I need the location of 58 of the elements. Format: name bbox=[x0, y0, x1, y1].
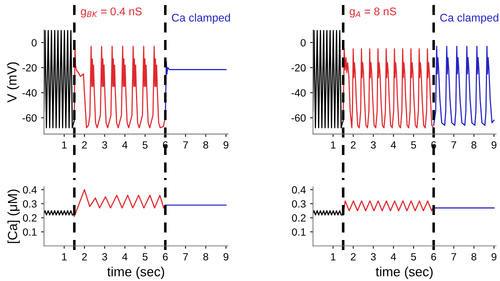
x-tick-label: 5 bbox=[142, 141, 148, 149]
x-tick-label: 3 bbox=[370, 141, 376, 149]
y-tick-label: -40 bbox=[22, 89, 37, 97]
x-tick-label: 1 bbox=[62, 141, 67, 149]
y-tick-label: 0 bbox=[300, 39, 306, 46]
x-tick-label: 8 bbox=[203, 141, 208, 149]
y-tick-label: 0.2 bbox=[22, 214, 37, 222]
x-axis-title: time (sec) bbox=[376, 266, 433, 279]
x-tick-label: 6 bbox=[431, 253, 436, 260]
y-tick-label: -20 bbox=[291, 64, 306, 72]
y-tick-label: 0.4 bbox=[292, 186, 306, 194]
y-tick-label: 0.1 bbox=[292, 228, 306, 236]
x-tick-label: 5 bbox=[142, 253, 148, 260]
x-tick-label: 2 bbox=[82, 253, 87, 260]
x-tick-label: 4 bbox=[122, 253, 128, 260]
y-axis-title: V (mV) bbox=[6, 62, 20, 103]
x-tick-label: 2 bbox=[82, 141, 87, 149]
y-tick-label: -20 bbox=[22, 64, 37, 72]
x-tick-label: 8 bbox=[203, 253, 208, 260]
x-tick-label: 4 bbox=[390, 253, 396, 260]
x-tick-label: 7 bbox=[183, 253, 188, 260]
x-tick-label: 2 bbox=[350, 141, 356, 149]
x-tick-label: 7 bbox=[451, 253, 456, 260]
x-axis-title: time (sec) bbox=[107, 266, 164, 279]
x-tick-label: 6 bbox=[162, 253, 168, 260]
x-tick-label: 5 bbox=[411, 253, 416, 260]
y-tick-label: 0.3 bbox=[22, 200, 37, 208]
y-tick-label: -60 bbox=[291, 114, 306, 122]
y-axis-title: [Ca] (μM) bbox=[8, 190, 20, 244]
y-tick-label: 0.2 bbox=[292, 214, 306, 222]
x-tick-label: 7 bbox=[183, 141, 188, 149]
y-tick-label: -40 bbox=[291, 89, 306, 97]
y-tick-label: 0.1 bbox=[22, 228, 37, 236]
x-tick-label: 5 bbox=[411, 141, 416, 149]
x-tick-label: 1 bbox=[331, 141, 336, 149]
x-tick-label: 3 bbox=[102, 141, 108, 149]
text: g$_{A}$ = 8 nS bbox=[350, 7, 396, 18]
text: Ca clamped bbox=[440, 13, 498, 24]
y-tick-label: 0.4 bbox=[22, 186, 37, 194]
x-tick-label: 4 bbox=[390, 141, 396, 149]
x-tick-label: 9 bbox=[224, 253, 228, 260]
text: g$_{BK}$ = 0.4 nS bbox=[80, 7, 142, 18]
x-tick-label: 3 bbox=[102, 253, 108, 260]
x-tick-label: 4 bbox=[122, 141, 128, 149]
x-tick-label: 7 bbox=[451, 141, 456, 149]
x-tick-label: 9 bbox=[492, 253, 496, 260]
x-tick-label: 1 bbox=[331, 253, 336, 260]
x-tick-label: 9 bbox=[224, 141, 228, 149]
y-tick-label: -60 bbox=[22, 114, 37, 122]
text: Ca clamped bbox=[172, 13, 230, 24]
x-tick-label: 3 bbox=[370, 253, 376, 260]
x-tick-label: 2 bbox=[350, 253, 356, 260]
x-tick-label: 9 bbox=[492, 141, 496, 149]
x-tick-label: 1 bbox=[62, 253, 67, 260]
y-tick-label: 0.3 bbox=[292, 200, 306, 208]
x-tick-label: 8 bbox=[471, 253, 476, 260]
y-tick-label: 0 bbox=[32, 39, 37, 46]
x-tick-label: 8 bbox=[471, 141, 476, 149]
